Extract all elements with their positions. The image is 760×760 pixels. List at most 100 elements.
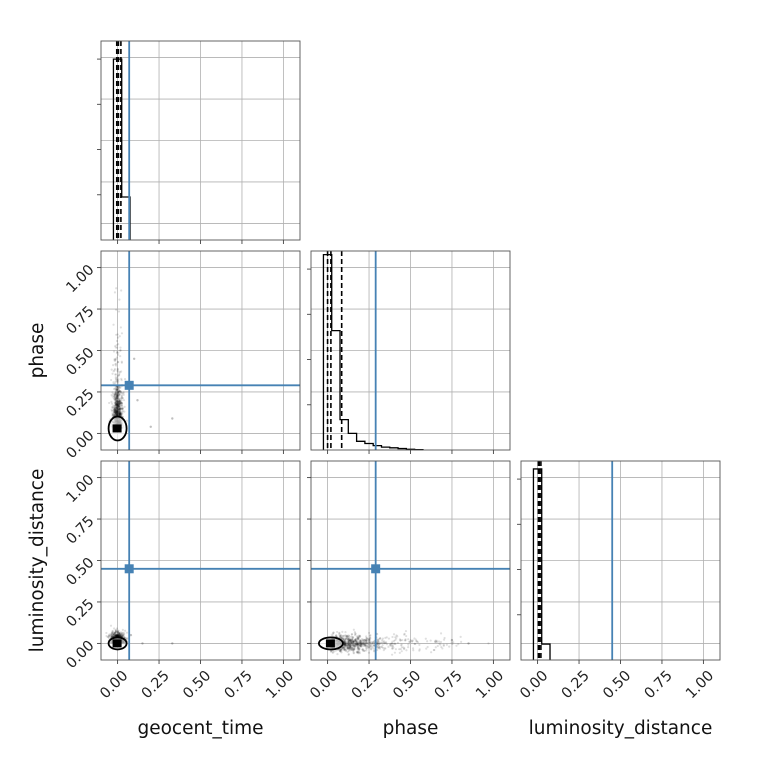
sample-point — [364, 643, 367, 646]
sample-point — [117, 404, 121, 407]
sample-point — [114, 403, 117, 407]
sample-point — [367, 637, 371, 640]
sample-point — [351, 640, 354, 644]
sample-point — [118, 402, 121, 405]
sample-point — [115, 409, 118, 412]
sample-point — [114, 411, 117, 414]
sample-point — [117, 402, 120, 405]
x-tick-label: 1.00 — [263, 668, 297, 702]
sample-point — [350, 648, 353, 651]
sample-point — [117, 407, 120, 410]
sample-point — [121, 407, 124, 410]
sample-point — [349, 649, 352, 652]
sample-point — [114, 377, 117, 380]
sample-point — [115, 396, 118, 400]
sample-point — [117, 410, 120, 413]
sample-point — [116, 396, 119, 399]
sample-point — [119, 402, 122, 405]
sample-point — [118, 402, 121, 406]
sample-point — [348, 643, 351, 646]
sample-point — [114, 413, 117, 416]
sample-point — [117, 393, 120, 396]
sample-point — [116, 403, 119, 406]
sample-point — [120, 634, 123, 637]
sample-point — [433, 648, 436, 652]
scatter-panel-phase-luminosity_distance — [307, 460, 511, 664]
sample-point — [116, 409, 119, 412]
sample-point — [348, 645, 351, 648]
sample-point — [354, 638, 357, 641]
sample-point — [436, 644, 439, 648]
sample-point — [408, 640, 411, 643]
sample-point — [115, 409, 118, 412]
sample-point — [115, 399, 118, 402]
sample-point — [383, 642, 386, 645]
sample-point — [115, 344, 118, 347]
sample-point — [115, 413, 119, 416]
sample-point — [114, 634, 117, 637]
sample-point — [114, 411, 117, 414]
sample-point — [118, 399, 121, 402]
sample-point — [114, 412, 118, 415]
sample-point — [377, 643, 380, 646]
sample-point — [120, 407, 123, 411]
sample-point — [347, 636, 350, 639]
sample-point — [118, 407, 121, 410]
sample-point — [350, 647, 353, 650]
sample-point — [367, 651, 371, 654]
sample-point — [350, 639, 353, 642]
sample-point — [332, 631, 335, 634]
sample-point — [108, 401, 111, 405]
sample-point — [118, 412, 121, 415]
sample-point — [118, 390, 121, 393]
outlier-point-1 — [149, 425, 152, 428]
sample-point — [369, 636, 372, 640]
sample-point — [362, 641, 365, 644]
sample-point — [363, 643, 366, 646]
sample-point — [117, 385, 120, 388]
sample-point — [354, 642, 357, 645]
sample-point — [111, 633, 114, 636]
sample-point — [367, 639, 370, 642]
outlier-point-0 — [171, 417, 174, 420]
sample-point — [107, 635, 110, 638]
sample-point — [115, 634, 118, 637]
sample-point — [115, 339, 119, 343]
sample-point — [359, 645, 363, 648]
sample-point — [119, 632, 122, 636]
sample-point — [113, 359, 116, 362]
sample-point — [348, 647, 351, 650]
sample-point — [114, 633, 118, 636]
sample-point — [363, 641, 366, 644]
sample-point — [115, 630, 118, 633]
sample-point — [116, 336, 120, 339]
x-tick-label: 0.75 — [642, 668, 676, 702]
sample-point — [116, 407, 119, 410]
sample-point — [357, 651, 360, 654]
sample-point — [114, 634, 117, 637]
sample-point — [125, 637, 128, 640]
outlier-point-2 — [129, 633, 133, 637]
sample-point — [344, 634, 347, 637]
sample-point — [113, 394, 116, 397]
sample-point — [114, 408, 118, 411]
sample-point — [116, 402, 119, 405]
sample-point — [395, 637, 398, 640]
sample-point — [340, 648, 343, 651]
density-peak — [112, 639, 122, 648]
sample-point — [117, 390, 120, 393]
x-tick-label: 0.00 — [97, 668, 131, 702]
sample-point — [383, 647, 386, 650]
sample-point — [365, 642, 368, 645]
sample-point — [115, 393, 118, 396]
sample-point — [116, 390, 119, 393]
sample-point — [365, 639, 368, 643]
sample-point — [113, 407, 117, 410]
sample-point — [112, 381, 115, 384]
sample-point — [110, 400, 113, 403]
sample-point — [116, 413, 119, 416]
sample-point — [377, 642, 380, 645]
sample-point — [118, 386, 121, 389]
sample-point — [361, 640, 364, 643]
sample-point — [115, 356, 118, 359]
